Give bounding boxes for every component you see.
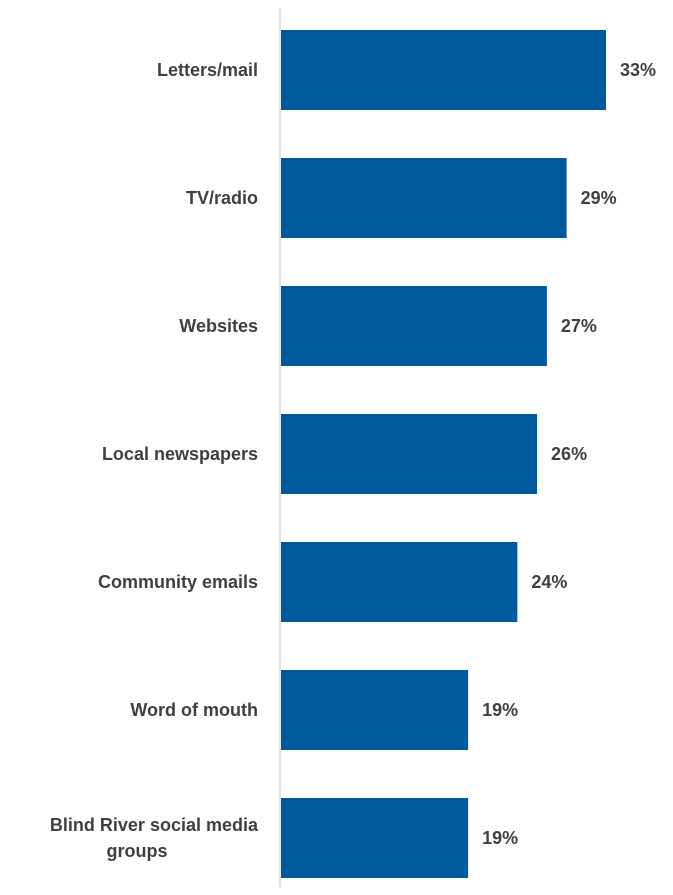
bar-3	[281, 414, 538, 494]
category-label-4: Community emails	[98, 572, 258, 592]
bar-2	[281, 286, 547, 366]
bar-6	[281, 798, 469, 878]
value-label-4: 24%	[531, 572, 567, 592]
value-labels-group: 33% 29% 27% 26% 24% 19% 19%	[482, 60, 656, 848]
value-label-6: 19%	[482, 828, 518, 848]
bars-group	[281, 30, 606, 878]
value-label-3: 26%	[551, 444, 587, 464]
category-label-6-line-0: Blind River social media	[50, 815, 259, 835]
bar-1	[281, 158, 567, 238]
value-label-1: 29%	[581, 188, 617, 208]
bar-4	[281, 542, 518, 622]
category-labels-group: Letters/mail TV/radio Websites Local newspa…	[50, 60, 259, 861]
category-label-3: Local newspapers	[102, 444, 258, 464]
category-label-2: Websites	[179, 316, 258, 336]
value-label-5: 19%	[482, 700, 518, 720]
bar-0	[281, 30, 606, 110]
value-label-2: 27%	[561, 316, 597, 336]
category-label-6-line-1: groups	[107, 841, 168, 861]
category-label-0: Letters/mail	[157, 60, 258, 80]
value-label-0: 33%	[620, 60, 656, 80]
category-label-5: Word of mouth	[130, 700, 258, 720]
category-label-1: TV/radio	[186, 188, 258, 208]
bar-5	[281, 670, 469, 750]
